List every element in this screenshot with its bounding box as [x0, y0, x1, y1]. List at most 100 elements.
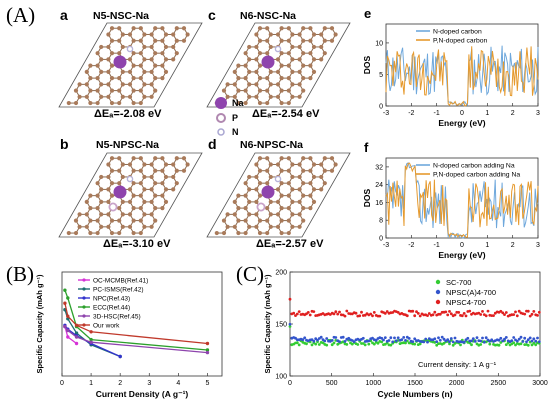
na-atom: [261, 185, 275, 199]
carbon-atom: [265, 100, 270, 106]
legend-label: Our work: [93, 323, 120, 330]
cycle-data-point: [343, 340, 347, 343]
carbon-atom: [275, 199, 281, 204]
carbon-atom: [279, 230, 284, 236]
carbon-atom: [99, 44, 104, 50]
carbon-atom: [153, 76, 158, 81]
cycle-data-point: [484, 314, 488, 318]
cycle-data-point: [504, 343, 508, 346]
carbon-atom: [322, 168, 327, 173]
cycle-data-point: [448, 310, 451, 313]
cycle-data-point: [523, 312, 527, 316]
carbon-atom: [257, 76, 263, 81]
carbon-atom: [268, 174, 273, 180]
carbon-atom: [160, 206, 165, 211]
carbon-atom: [142, 94, 147, 99]
cycle-data-point: [479, 313, 483, 316]
cycle-data-point: [393, 336, 396, 340]
carbon-atom: [290, 174, 295, 180]
cycle-data-point: [503, 337, 506, 341]
na-legend-icon: [215, 97, 227, 109]
carbon-atom: [149, 187, 154, 192]
cycle-data-point: [427, 312, 431, 315]
y-tick-label: 0: [379, 236, 383, 243]
carbon-atom: [265, 181, 270, 186]
cycle-data-point: [352, 340, 356, 343]
carbon-atom: [275, 82, 281, 87]
carbon-atom: [142, 32, 147, 37]
carbon-atom: [275, 32, 281, 37]
carbon-atom: [153, 218, 158, 223]
carbon-atom: [142, 162, 147, 167]
carbon-atom: [142, 57, 147, 62]
x-tick-label: 2: [511, 110, 515, 117]
carbon-atom: [333, 162, 338, 167]
carbon-atom: [279, 193, 284, 198]
carbon-atom: [311, 187, 317, 192]
cycle-data-point: [512, 341, 516, 345]
na-atom: [113, 185, 127, 199]
carbon-atom: [268, 69, 273, 74]
cycle-data-point: [512, 336, 516, 339]
carbon-atom: [117, 38, 122, 43]
carbon-atom: [286, 156, 291, 161]
carbon-atom: [149, 162, 154, 167]
carbon-atom: [106, 82, 111, 87]
carbon-atom: [106, 94, 111, 99]
carbon-atom: [301, 26, 306, 31]
cycle-data-point: [503, 313, 506, 316]
cycle-data-point: [537, 340, 541, 344]
carbon-atom: [138, 100, 143, 106]
carbon-atom: [120, 162, 125, 167]
cycle-data-point: [426, 340, 429, 344]
carbon-atom: [88, 100, 93, 106]
y-axis-label: DOS: [362, 55, 372, 74]
carbon-atom: [247, 57, 252, 62]
y-tick-label: 16: [375, 200, 383, 207]
carbon-atom: [99, 212, 104, 217]
cycle-data-point: [301, 338, 305, 342]
rate-data-point: [205, 350, 210, 355]
carbon-atom: [308, 156, 313, 161]
panel-label-C: (C): [236, 262, 264, 286]
cycle-data-point: [308, 313, 312, 317]
x-tick-label: 3000: [532, 380, 548, 387]
carbon-atom: [301, 51, 306, 56]
carbon-atom: [77, 94, 82, 99]
cycle-data-point: [486, 309, 490, 313]
carbon-atom: [106, 44, 111, 50]
cycle-data-point: [536, 336, 539, 340]
carbon-atom: [99, 174, 104, 180]
carbon-atom: [275, 162, 281, 167]
cycle-data-point: [473, 340, 477, 343]
carbon-atom: [95, 181, 100, 186]
cycle-data-point: [405, 314, 409, 318]
carbon-atom: [247, 174, 252, 180]
cycle-data-point: [334, 336, 338, 339]
cycle-data-point: [338, 310, 341, 314]
carbon-atom: [319, 44, 324, 50]
x-tick-label: 0: [460, 242, 464, 249]
p-atom: [256, 202, 266, 212]
carbon-atom: [149, 57, 154, 62]
carbon-atom: [117, 51, 122, 56]
carbon-atom: [120, 199, 125, 204]
cycle-data-point: [369, 312, 373, 316]
rate-data-point: [89, 337, 93, 342]
carbon-atom: [297, 57, 302, 62]
structure-title-b: N5-NPSC-Na: [96, 139, 160, 151]
cycle-data-point: [343, 314, 347, 318]
cycle-data-point: [530, 343, 534, 347]
cycle-series-points: [288, 297, 541, 318]
carbon-atom: [301, 181, 306, 186]
carbon-atom: [109, 26, 115, 31]
carbon-atom: [138, 181, 143, 186]
carbon-atom: [279, 218, 284, 223]
cycle-data-point: [338, 340, 341, 343]
plot-frame: [385, 157, 539, 239]
na-atom: [113, 55, 127, 69]
x-tick-label: 0: [288, 380, 292, 387]
carbon-atom: [131, 100, 136, 106]
x-tick-label: -2: [408, 110, 414, 117]
x-tick-label: 4: [176, 380, 180, 387]
